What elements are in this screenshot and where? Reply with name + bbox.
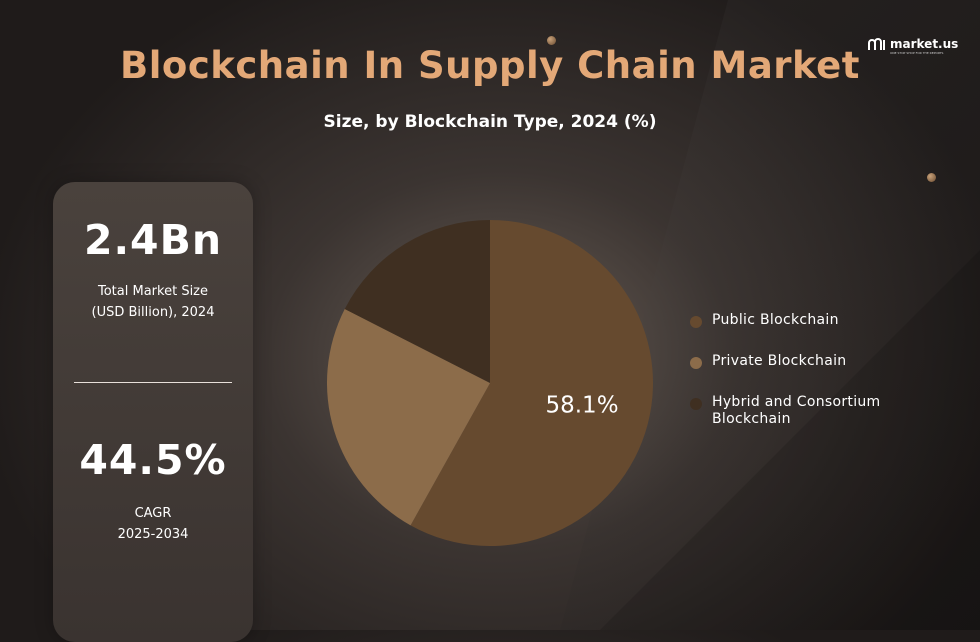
- market-us-logo-icon: [868, 38, 885, 50]
- pie-slice-hybrid-and-consortium-blockchain: [344, 220, 490, 383]
- slice-data-label: 58.1%: [545, 392, 618, 418]
- legend-swatch: [690, 316, 702, 328]
- logo-tagline: ONE STOP SHOP FOR THE REPORTS: [890, 51, 944, 55]
- cagr-period-label: 2025-2034: [117, 527, 189, 542]
- pie-slice-private-blockchain: [327, 308, 490, 526]
- cagr-value: 44.5%: [79, 436, 227, 484]
- decorative-dot: [927, 173, 936, 182]
- market-size-label: (USD Billion), 2024: [91, 305, 215, 320]
- chart-legend: Public Blockchain Private Blockchain Hybri…: [690, 312, 912, 452]
- pie-slice-public-blockchain: [410, 220, 653, 546]
- market-size-label: Total Market Size: [98, 284, 208, 299]
- legend-swatch: [690, 357, 702, 369]
- legend-label: Hybrid and Consortium Blockchain: [712, 394, 881, 427]
- pie-chart: 58.1%: [327, 220, 653, 546]
- brand-logo[interactable]: market.us ONE STOP SHOP FOR THE REPORTS: [868, 37, 959, 55]
- cagr-label: CAGR: [134, 506, 172, 521]
- chart-subtitle: Size, by Blockchain Type, 2024 (%): [323, 112, 657, 132]
- chart-title: Blockchain In Supply Chain Market: [120, 44, 860, 87]
- logo-text: market.us: [890, 37, 959, 51]
- divider: [74, 382, 232, 383]
- legend-label: Public Blockchain: [712, 312, 839, 328]
- legend-label: Private Blockchain: [712, 353, 847, 369]
- stats-panel: 2.4Bn Total Market Size (USD Billion), 2…: [53, 182, 253, 642]
- legend-item: Hybrid and Consortium Blockchain: [690, 394, 912, 428]
- legend-swatch: [690, 398, 702, 410]
- market-size-value: 2.4Bn: [83, 216, 223, 264]
- legend-item: Private Blockchain: [690, 353, 912, 370]
- decorative-dot: [547, 36, 556, 45]
- legend-item: Public Blockchain: [690, 312, 912, 329]
